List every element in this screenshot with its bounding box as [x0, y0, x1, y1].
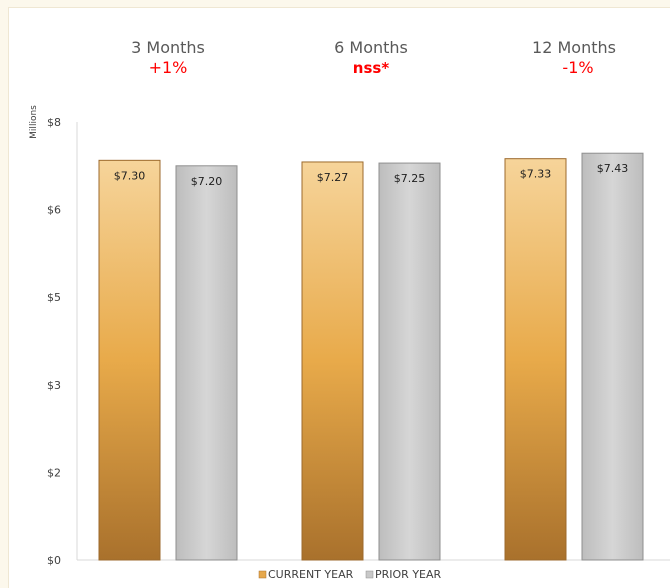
data-label: $7.27 — [317, 171, 349, 184]
y-tick-label: $8 — [47, 116, 61, 129]
data-label: $7.25 — [394, 172, 426, 185]
change-label: nss* — [353, 59, 390, 77]
legend-label-prior-year: PRIOR YEAR — [375, 568, 442, 581]
y-tick-label: $6 — [47, 204, 61, 217]
period-labels-group: 3 Months+1% 6 Months nss* 12 Months-1% — [131, 38, 616, 77]
bar-chart: Millions $0$2$3$5$6$8 $7.30 $7.20 $7.27 $7.… — [29, 38, 670, 581]
bar-current-year — [504, 158, 567, 561]
bars-group — [98, 152, 644, 561]
y-tick-labels: $0 $2 $3 $5 $6 $8 — [47, 116, 61, 567]
period-label: 3 Months — [131, 38, 205, 57]
chart-frame: Millions $0 $2 $3 $5 $6 $8 $7.30 $7.20 $7.27 $7.… — [8, 7, 670, 588]
data-label: $7.43 — [597, 162, 629, 175]
period-label: 6 Months — [334, 38, 408, 57]
change-label: -1% — [562, 58, 593, 77]
y-tick-label: $5 — [47, 291, 61, 304]
change-label: +1% — [149, 58, 188, 77]
bar-prior-year — [378, 162, 441, 561]
data-label: $7.20 — [191, 175, 223, 188]
y-tick-label: $0 — [47, 554, 61, 567]
y-axis-title: Millions — [29, 105, 39, 139]
legend-swatch-prior-year — [365, 570, 374, 579]
bar-prior-year — [581, 152, 644, 561]
data-labels-group: $7.30 $7.20 $7.27 $7.25 $7.33 $7.43 — [114, 162, 629, 188]
data-label: $7.30 — [114, 169, 146, 182]
data-label: $7.33 — [520, 168, 552, 181]
period-label: 12 Months — [532, 38, 616, 57]
bar-current-year — [98, 159, 161, 561]
legend: CURRENT YEAR PRIOR YEAR — [258, 568, 442, 581]
bar-current-year — [301, 161, 364, 561]
y-tick-label: $3 — [47, 379, 61, 392]
bar-prior-year — [175, 165, 238, 561]
y-tick-label: $2 — [47, 466, 61, 479]
legend-label-current-year: CURRENT YEAR — [268, 568, 354, 581]
legend-swatch-current-year — [258, 570, 267, 579]
